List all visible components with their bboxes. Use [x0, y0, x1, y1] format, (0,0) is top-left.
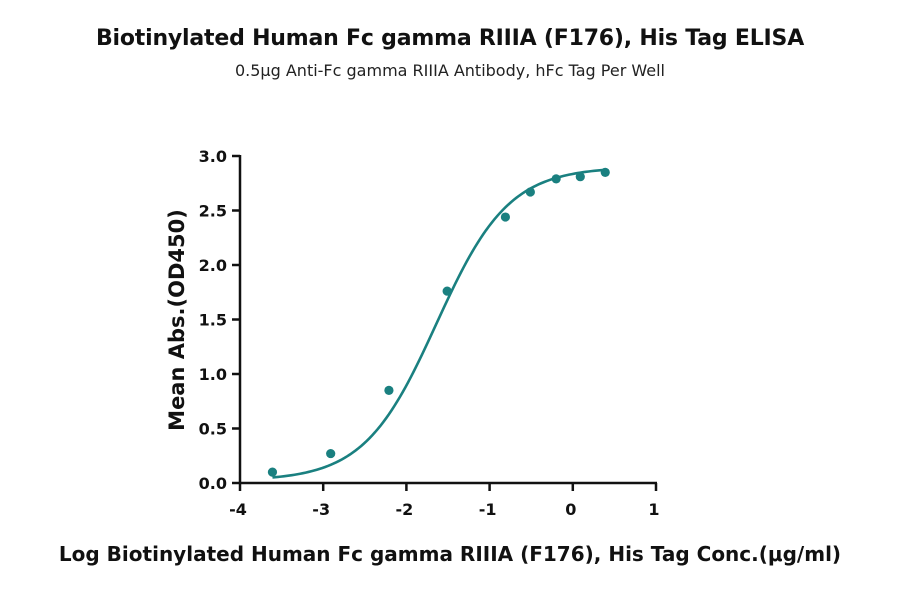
y-tick-label: 2.5 [199, 202, 227, 221]
x-tick-label: -1 [479, 500, 497, 519]
y-axis: 0.0 0.5 1.0 1.5 2.0 2.5 3.0 [199, 147, 242, 493]
x-tick-label: -2 [396, 500, 414, 519]
chart-subtitle: 0.5μg Anti-Fc gamma RIIIA Antibody, hFc … [234, 61, 665, 80]
y-tick-label: 0.0 [199, 474, 227, 493]
data-point [384, 385, 394, 395]
x-tick-label: 0 [565, 500, 576, 519]
series [267, 167, 610, 479]
y-axis-label: Mean Abs.(OD450) [165, 209, 189, 431]
x-tick-label: -3 [312, 500, 330, 519]
fit-curve [272, 168, 606, 479]
y-tick-label: 1.0 [199, 365, 227, 384]
data-point [525, 187, 535, 197]
chart-title: Biotinylated Human Fc gamma RIIIA (F176)… [95, 26, 805, 51]
y-tick-label: 0.5 [199, 420, 227, 439]
y-tick-label: 2.0 [199, 256, 227, 275]
data-point [551, 174, 561, 184]
x-axis-label: Log Biotinylated Human Fc gamma RIIIA (F… [59, 542, 841, 566]
data-point [267, 467, 278, 477]
data-point [500, 212, 511, 222]
data-point [326, 448, 336, 459]
data-point [442, 286, 452, 296]
x-tick-label: -4 [229, 500, 247, 519]
x-tick-label: 1 [648, 500, 659, 519]
y-tick-label: 1.5 [199, 311, 227, 330]
x-axis: -4 -3 -2 -1 0 1 [229, 481, 660, 519]
data-point [600, 167, 610, 177]
data-point [575, 172, 585, 182]
y-tick-label: 3.0 [199, 147, 227, 166]
